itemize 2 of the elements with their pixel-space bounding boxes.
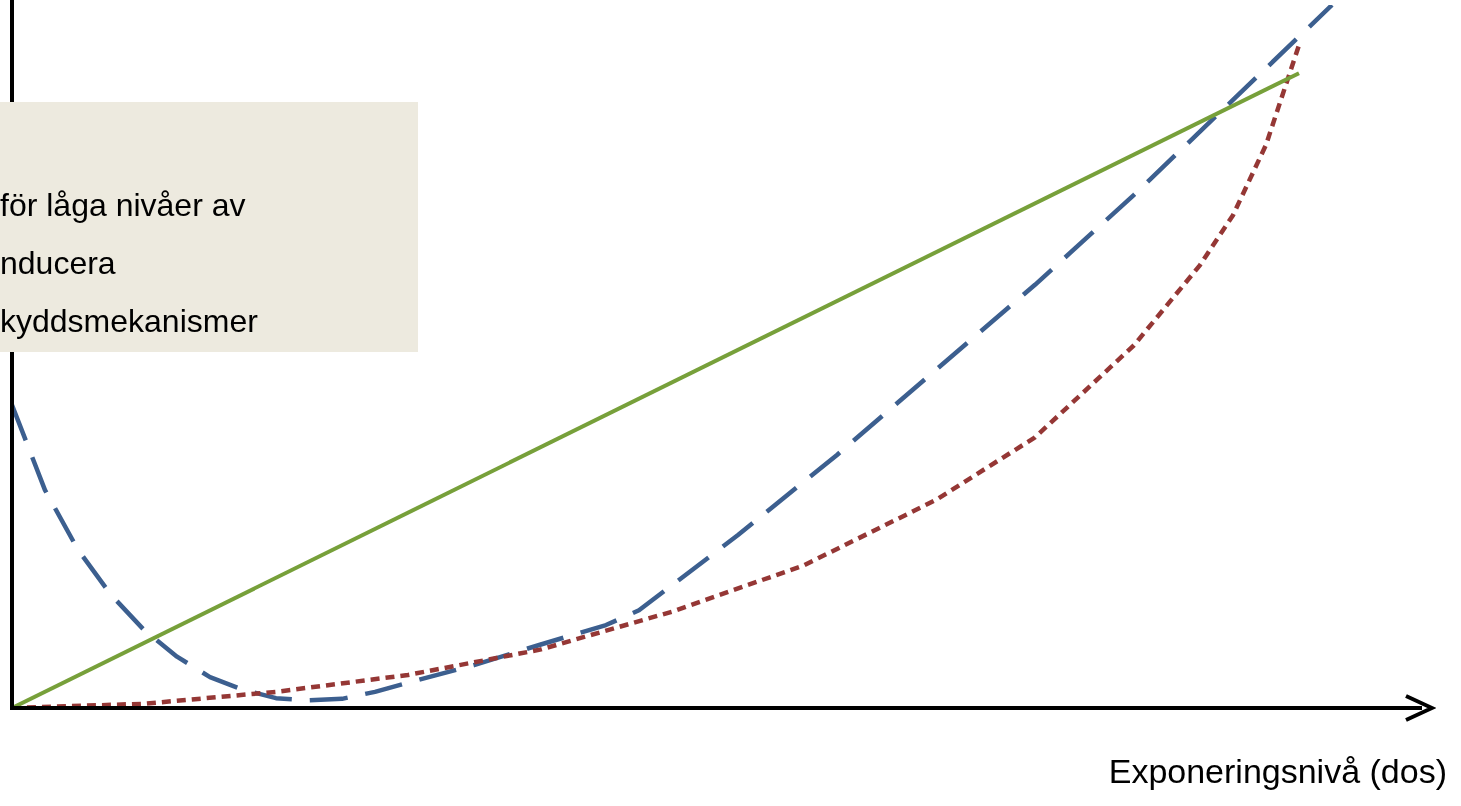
annotation: för låga nivåer av nducera kyddsmekanismer [0,186,259,341]
x-axis-title: Exponeringsnivå (dos) [1108,752,1447,791]
